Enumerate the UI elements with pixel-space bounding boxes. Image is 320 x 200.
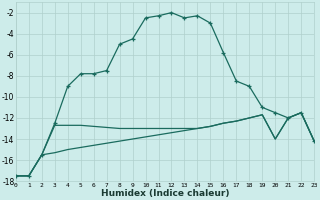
X-axis label: Humidex (Indice chaleur): Humidex (Indice chaleur) [101,189,229,198]
